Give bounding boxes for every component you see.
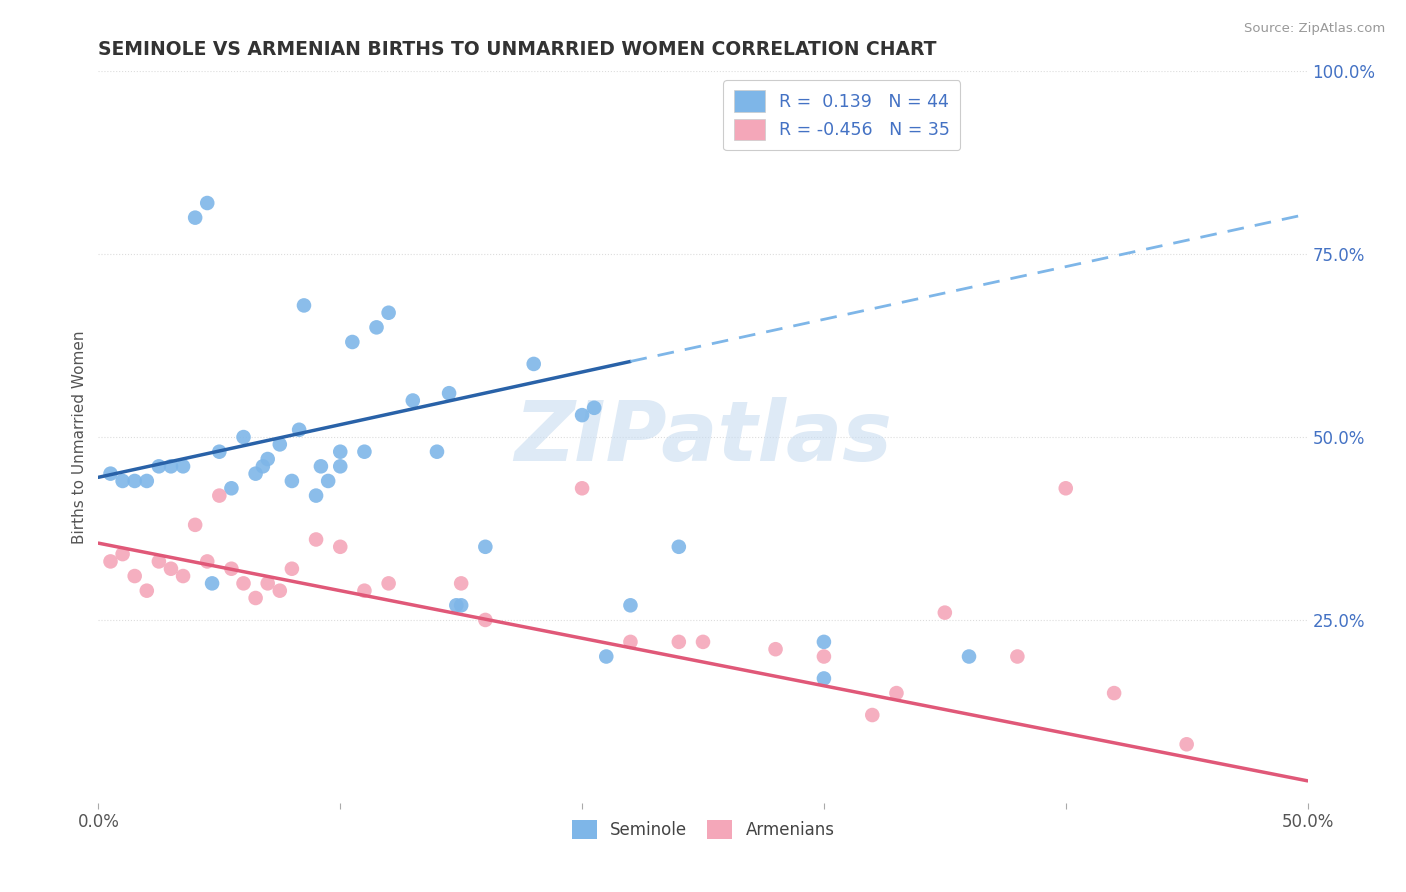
Point	[184, 211, 207, 225]
Point	[316, 474, 339, 488]
Text: ZIPatlas: ZIPatlas	[515, 397, 891, 477]
Point	[172, 459, 194, 474]
Point	[160, 562, 183, 576]
Point	[523, 357, 546, 371]
Point	[1054, 481, 1077, 495]
Point	[160, 459, 183, 474]
Point	[619, 635, 641, 649]
Point	[450, 576, 472, 591]
Point	[1175, 737, 1198, 751]
Point	[148, 459, 170, 474]
Point	[232, 576, 254, 591]
Point	[813, 649, 835, 664]
Point	[860, 708, 883, 723]
Point	[426, 444, 449, 458]
Point	[353, 583, 375, 598]
Text: Source: ZipAtlas.com: Source: ZipAtlas.com	[1244, 22, 1385, 36]
Point	[256, 576, 278, 591]
Point	[135, 583, 157, 598]
Point	[111, 547, 134, 561]
Point	[269, 437, 291, 451]
Point	[309, 459, 332, 474]
Point	[288, 423, 311, 437]
Point	[813, 635, 835, 649]
Point	[245, 591, 267, 605]
Point	[377, 306, 399, 320]
Point	[583, 401, 606, 415]
Point	[305, 489, 328, 503]
Point	[329, 540, 352, 554]
Point	[245, 467, 267, 481]
Point	[474, 613, 496, 627]
Point	[281, 474, 304, 488]
Point	[934, 606, 956, 620]
Text: SEMINOLE VS ARMENIAN BIRTHS TO UNMARRIED WOMEN CORRELATION CHART: SEMINOLE VS ARMENIAN BIRTHS TO UNMARRIED…	[98, 39, 936, 59]
Point	[305, 533, 328, 547]
Point	[619, 599, 641, 613]
Point	[1102, 686, 1125, 700]
Point	[668, 635, 690, 649]
Point	[100, 467, 122, 481]
Legend: Seminole, Armenians: Seminole, Armenians	[565, 814, 841, 846]
Point	[571, 481, 593, 495]
Point	[571, 408, 593, 422]
Point	[221, 562, 243, 576]
Point	[269, 583, 291, 598]
Point	[692, 635, 714, 649]
Point	[221, 481, 243, 495]
Point	[124, 474, 146, 488]
Point	[765, 642, 787, 657]
Point	[957, 649, 980, 664]
Point	[402, 393, 425, 408]
Point	[292, 298, 315, 312]
Point	[450, 599, 472, 613]
Point	[595, 649, 617, 664]
Y-axis label: Births to Unmarried Women: Births to Unmarried Women	[72, 330, 87, 544]
Point	[252, 459, 274, 474]
Point	[446, 599, 468, 613]
Point	[124, 569, 146, 583]
Point	[813, 672, 835, 686]
Point	[329, 444, 352, 458]
Point	[232, 430, 254, 444]
Point	[208, 444, 231, 458]
Point	[172, 569, 194, 583]
Point	[195, 554, 218, 568]
Point	[668, 540, 690, 554]
Point	[281, 562, 304, 576]
Point	[135, 474, 157, 488]
Point	[195, 196, 218, 211]
Point	[148, 554, 170, 568]
Point	[111, 474, 134, 488]
Point	[474, 540, 496, 554]
Point	[100, 554, 122, 568]
Point	[886, 686, 908, 700]
Point	[353, 444, 375, 458]
Point	[256, 452, 278, 467]
Point	[342, 334, 364, 349]
Point	[1007, 649, 1029, 664]
Point	[201, 576, 224, 591]
Point	[377, 576, 399, 591]
Point	[329, 459, 352, 474]
Point	[184, 517, 207, 532]
Point	[208, 489, 231, 503]
Point	[366, 320, 388, 334]
Point	[437, 386, 460, 401]
